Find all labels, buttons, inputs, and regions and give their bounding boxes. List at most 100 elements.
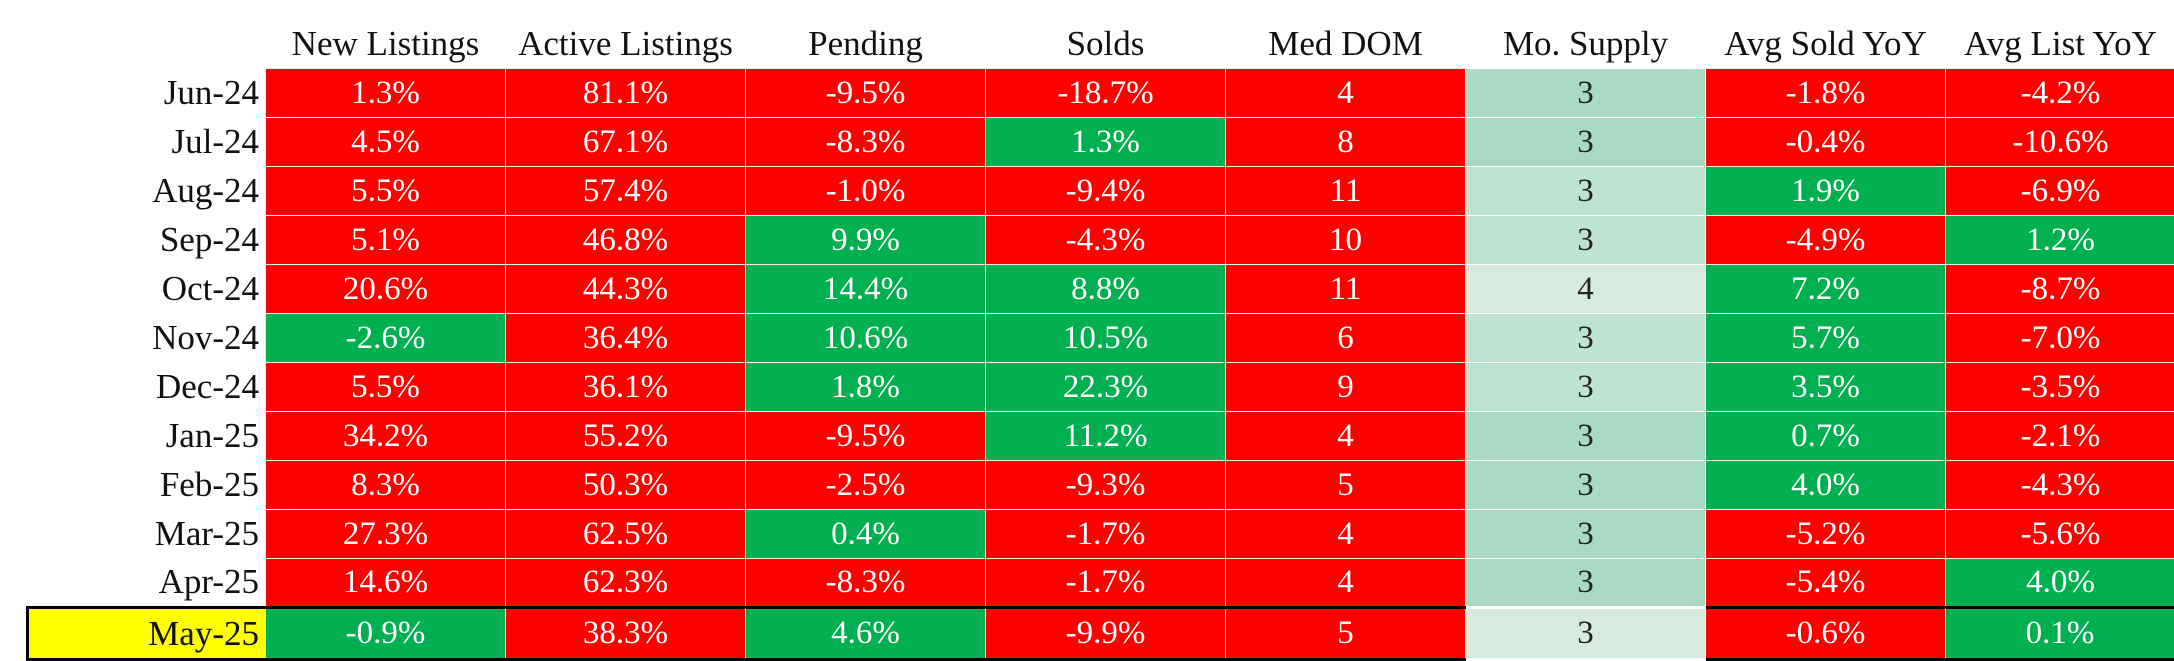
cell-avg-sold-yoy: 7.2% — [1706, 265, 1946, 314]
row-month-label: Oct-24 — [28, 265, 266, 314]
cell-avg-list-yoy: 1.2% — [1946, 216, 2174, 265]
cell-solds: -1.7% — [986, 559, 1226, 608]
cell-avg-list-yoy: -5.6% — [1946, 510, 2174, 559]
cell-new-listings: 8.3% — [266, 461, 506, 510]
cell-avg-list-yoy: -2.1% — [1946, 412, 2174, 461]
cell-med-dom: 11 — [1226, 167, 1466, 216]
column-header-active-listings: Active Listings — [506, 0, 746, 69]
cell-pending: 4.6% — [746, 608, 986, 660]
cell-pending: 10.6% — [746, 314, 986, 363]
cell-pending: 1.8% — [746, 363, 986, 412]
cell-pending: -8.3% — [746, 118, 986, 167]
cell-active-listings: 36.4% — [506, 314, 746, 363]
cell-mo-supply: 3 — [1466, 216, 1706, 265]
month-column-header — [28, 0, 266, 69]
cell-mo-supply: 3 — [1466, 461, 1706, 510]
cell-new-listings: 5.1% — [266, 216, 506, 265]
cell-avg-sold-yoy: -0.6% — [1706, 608, 1946, 660]
cell-med-dom: 4 — [1226, 510, 1466, 559]
cell-solds: 1.3% — [986, 118, 1226, 167]
cell-avg-list-yoy: 0.1% — [1946, 608, 2174, 660]
cell-med-dom: 5 — [1226, 608, 1466, 660]
column-header-avg-list-yoy: Avg List YoY — [1946, 0, 2174, 69]
cell-pending: -9.5% — [746, 412, 986, 461]
cell-pending: -1.0% — [746, 167, 986, 216]
header-row: New Listings Active Listings Pending Sol… — [28, 0, 2174, 69]
cell-avg-list-yoy: -8.7% — [1946, 265, 2174, 314]
cell-pending: 0.4% — [746, 510, 986, 559]
column-header-mo-supply: Mo. Supply — [1466, 0, 1706, 69]
cell-avg-list-yoy: -10.6% — [1946, 118, 2174, 167]
column-header-new-listings: New Listings — [266, 0, 506, 69]
cell-active-listings: 38.3% — [506, 608, 746, 660]
column-header-pending: Pending — [746, 0, 986, 69]
cell-med-dom: 11 — [1226, 265, 1466, 314]
cell-new-listings: 20.6% — [266, 265, 506, 314]
cell-avg-sold-yoy: 1.9% — [1706, 167, 1946, 216]
cell-new-listings: -2.6% — [266, 314, 506, 363]
row-month-label: Dec-24 — [28, 363, 266, 412]
cell-new-listings: 5.5% — [266, 167, 506, 216]
cell-mo-supply: 3 — [1466, 510, 1706, 559]
cell-avg-sold-yoy: -5.4% — [1706, 559, 1946, 608]
cell-solds: 22.3% — [986, 363, 1226, 412]
cell-new-listings: 5.5% — [266, 363, 506, 412]
row-month-label: Sep-24 — [28, 216, 266, 265]
cell-active-listings: 46.8% — [506, 216, 746, 265]
cell-solds: -1.7% — [986, 510, 1226, 559]
cell-mo-supply: 3 — [1466, 118, 1706, 167]
cell-solds: -9.9% — [986, 608, 1226, 660]
cell-active-listings: 81.1% — [506, 69, 746, 118]
row-month-label: Feb-25 — [28, 461, 266, 510]
cell-active-listings: 44.3% — [506, 265, 746, 314]
row-month-label: Jan-25 — [28, 412, 266, 461]
cell-med-dom: 8 — [1226, 118, 1466, 167]
cell-med-dom: 4 — [1226, 412, 1466, 461]
cell-avg-list-yoy: -3.5% — [1946, 363, 2174, 412]
cell-mo-supply: 4 — [1466, 265, 1706, 314]
cell-new-listings: 27.3% — [266, 510, 506, 559]
column-header-solds: Solds — [986, 0, 1226, 69]
cell-solds: -9.4% — [986, 167, 1226, 216]
row-month-label: Mar-25 — [28, 510, 266, 559]
cell-pending: -8.3% — [746, 559, 986, 608]
cell-avg-sold-yoy: 3.5% — [1706, 363, 1946, 412]
cell-solds: 10.5% — [986, 314, 1226, 363]
cell-avg-list-yoy: -4.2% — [1946, 69, 2174, 118]
cell-avg-sold-yoy: -1.8% — [1706, 69, 1946, 118]
cell-avg-list-yoy: -4.3% — [1946, 461, 2174, 510]
cell-new-listings: 34.2% — [266, 412, 506, 461]
cell-mo-supply: 3 — [1466, 559, 1706, 608]
cell-med-dom: 6 — [1226, 314, 1466, 363]
cell-avg-list-yoy: 4.0% — [1946, 559, 2174, 608]
cell-avg-sold-yoy: -4.9% — [1706, 216, 1946, 265]
cell-med-dom: 4 — [1226, 69, 1466, 118]
row-month-label: Apr-25 — [28, 559, 266, 608]
cell-active-listings: 62.3% — [506, 559, 746, 608]
cell-new-listings: 14.6% — [266, 559, 506, 608]
row-month-label: Jun-24 — [28, 69, 266, 118]
row-month-label: Aug-24 — [28, 167, 266, 216]
cell-solds: -9.3% — [986, 461, 1226, 510]
cell-mo-supply: 3 — [1466, 608, 1706, 660]
cell-pending: -9.5% — [746, 69, 986, 118]
cell-active-listings: 67.1% — [506, 118, 746, 167]
cell-mo-supply: 3 — [1466, 69, 1706, 118]
cell-active-listings: 55.2% — [506, 412, 746, 461]
cell-active-listings: 50.3% — [506, 461, 746, 510]
cell-avg-sold-yoy: 5.7% — [1706, 314, 1946, 363]
cell-mo-supply: 3 — [1466, 412, 1706, 461]
row-month-label: Nov-24 — [28, 314, 266, 363]
cell-med-dom: 4 — [1226, 559, 1466, 608]
row-month-label: Jul-24 — [28, 118, 266, 167]
